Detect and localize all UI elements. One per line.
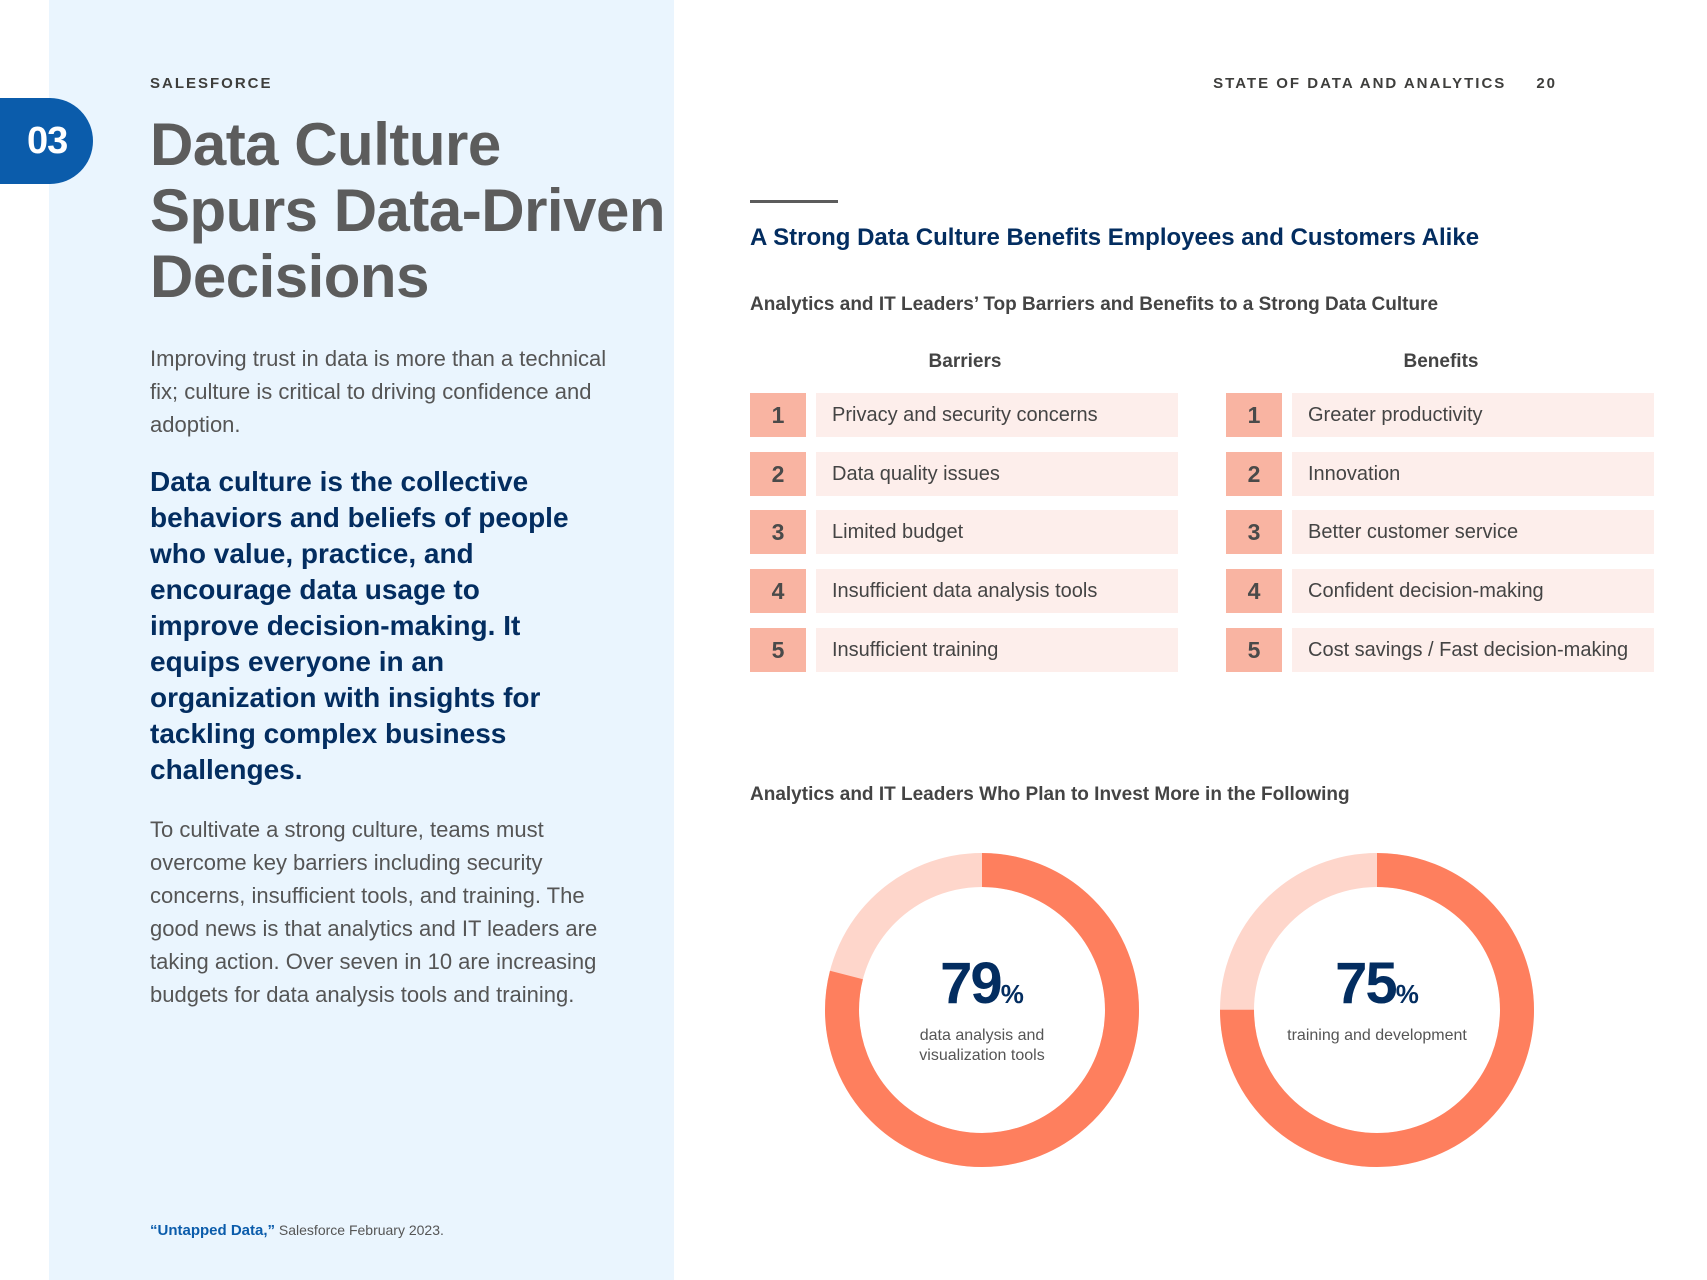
rank-label: Innovation — [1292, 452, 1654, 496]
donut-chart-heading: Analytics and IT Leaders Who Plan to Inv… — [750, 784, 1350, 805]
list-item: 1 Greater productivity — [1226, 393, 1654, 437]
donut-value-tools: 79% — [822, 950, 1142, 1017]
rank-number: 4 — [750, 569, 806, 613]
rank-label: Cost savings / Fast decision-making — [1292, 628, 1654, 672]
left-panel — [49, 0, 674, 1280]
page-number: 20 — [1536, 75, 1557, 92]
list-item: 4 Confident decision-making — [1226, 569, 1654, 613]
rank-number: 5 — [750, 628, 806, 672]
section-divider — [750, 200, 838, 203]
percent-sign: % — [1000, 979, 1024, 1009]
rank-number: 3 — [1226, 510, 1282, 554]
donut-arc — [1220, 853, 1534, 1167]
rank-label: Better customer service — [1292, 510, 1654, 554]
section-heading: A Strong Data Culture Benefits Employees… — [750, 224, 1480, 251]
footnote-detail: Salesforce February 2023. — [278, 1222, 444, 1238]
rank-number: 4 — [1226, 569, 1282, 613]
rank-number: 1 — [1226, 393, 1282, 437]
page-title: Data Culture Spurs Data-Driven Decisions — [150, 111, 665, 310]
donut-number: 75 — [1335, 951, 1397, 1016]
definition-callout: Data culture is the collective behaviors… — [150, 466, 569, 785]
list-item: 2 Data quality issues — [750, 452, 1178, 496]
footnote: “Untapped Data,” Salesforce February 202… — [150, 1222, 444, 1239]
barriers-column-title: Barriers — [928, 351, 1002, 372]
list-item: 5 Insufficient training — [750, 628, 1178, 672]
chapter-number: 03 — [27, 119, 68, 162]
rank-label: Privacy and security concerns — [816, 393, 1178, 437]
donut-svg-training — [1220, 853, 1534, 1167]
rank-number: 3 — [750, 510, 806, 554]
report-header: STATE OF DATA AND ANALYTICS 20 — [1213, 75, 1557, 92]
benefits-column-title: Benefits — [1403, 351, 1479, 372]
rank-label: Confident decision-making — [1292, 569, 1654, 613]
table-heading: Analytics and IT Leaders’ Top Barriers a… — [750, 294, 1439, 315]
list-item: 3 Limited budget — [750, 510, 1178, 554]
percent-sign: % — [1395, 979, 1419, 1009]
brand-label: SALESFORCE — [150, 75, 273, 92]
rank-number: 2 — [750, 452, 806, 496]
donut-chart-tools: 79% data analysis and visualization tool… — [822, 850, 1142, 1170]
donut-chart-training: 75% training and development — [1217, 850, 1537, 1170]
donut-label-tools: data analysis and visualization tools — [919, 1027, 1045, 1064]
chapter-number-tab: 03 — [0, 98, 93, 184]
list-item: 2 Innovation — [1226, 452, 1654, 496]
donut-arc — [825, 853, 1139, 1167]
footnote-source: “Untapped Data,” — [150, 1222, 276, 1239]
report-title: STATE OF DATA AND ANALYTICS — [1213, 75, 1507, 92]
list-item: 4 Insufficient data analysis tools — [750, 569, 1178, 613]
list-item: 1 Privacy and security concerns — [750, 393, 1178, 437]
donut-value-training: 75% — [1217, 950, 1537, 1017]
body-paragraph: To cultivate a strong culture, teams mus… — [150, 817, 598, 1007]
list-item: 5 Cost savings / Fast decision-making — [1226, 628, 1654, 672]
donut-label-training: training and development — [1287, 1027, 1467, 1044]
rank-number: 1 — [750, 393, 806, 437]
rank-label: Data quality issues — [816, 452, 1178, 496]
rank-label: Insufficient data analysis tools — [816, 569, 1178, 613]
rank-number: 5 — [1226, 628, 1282, 672]
intro-paragraph: Improving trust in data is more than a t… — [150, 346, 607, 437]
rank-label: Greater productivity — [1292, 393, 1654, 437]
list-item: 3 Better customer service — [1226, 510, 1654, 554]
donut-svg-tools — [825, 853, 1139, 1167]
rank-number: 2 — [1226, 452, 1282, 496]
donut-number: 79 — [940, 951, 1002, 1016]
rank-label: Limited budget — [816, 510, 1178, 554]
rank-label: Insufficient training — [816, 628, 1178, 672]
